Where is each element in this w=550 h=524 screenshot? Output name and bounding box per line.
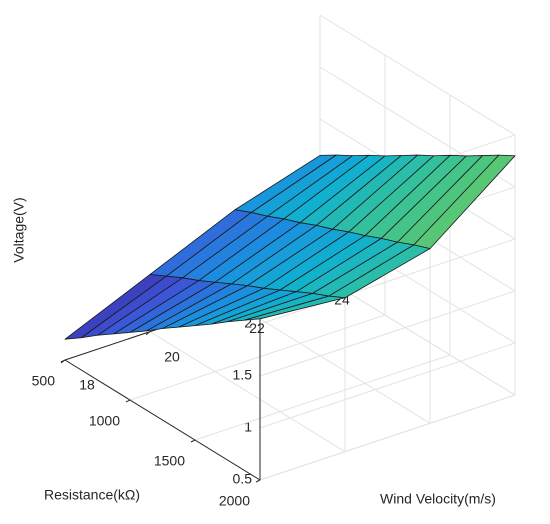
grid-line: [129, 314, 386, 401]
grid-line: [259, 290, 516, 377]
y-tick-label: 2000: [219, 493, 250, 509]
y-axis-label: Resistance(kΩ): [44, 487, 140, 503]
y-tick: [125, 399, 131, 403]
grid-line: [149, 331, 346, 453]
z-tick-label: 1: [244, 419, 252, 435]
x-tick-label: 22: [249, 320, 265, 336]
x-axis-label: Wind Velocity(m/s): [380, 491, 496, 507]
y-tick-label: 500: [32, 373, 56, 389]
z-tick-label: 1.5: [233, 367, 253, 383]
z-tick-label: 2: [244, 315, 252, 331]
y-tick: [255, 479, 261, 483]
x-tick-label: 18: [79, 377, 95, 393]
z-axis-label: Voltage(V): [11, 197, 27, 262]
grid-line: [234, 302, 431, 424]
y-tick: [190, 439, 196, 443]
grid-line: [259, 394, 516, 481]
grid-line: [319, 274, 516, 396]
grid-line: [194, 354, 451, 441]
x-tick-label: 20: [164, 348, 180, 364]
grid-line: [319, 14, 516, 136]
y-axis: [64, 359, 261, 481]
surface-patch: [64, 274, 167, 340]
grid-line: [259, 238, 516, 325]
z-tick-label: 0.5: [233, 471, 253, 487]
y-tick-label: 1000: [89, 413, 120, 429]
y-tick-label: 1500: [154, 453, 185, 469]
grid-line: [259, 342, 516, 429]
y-tick: [60, 359, 66, 363]
